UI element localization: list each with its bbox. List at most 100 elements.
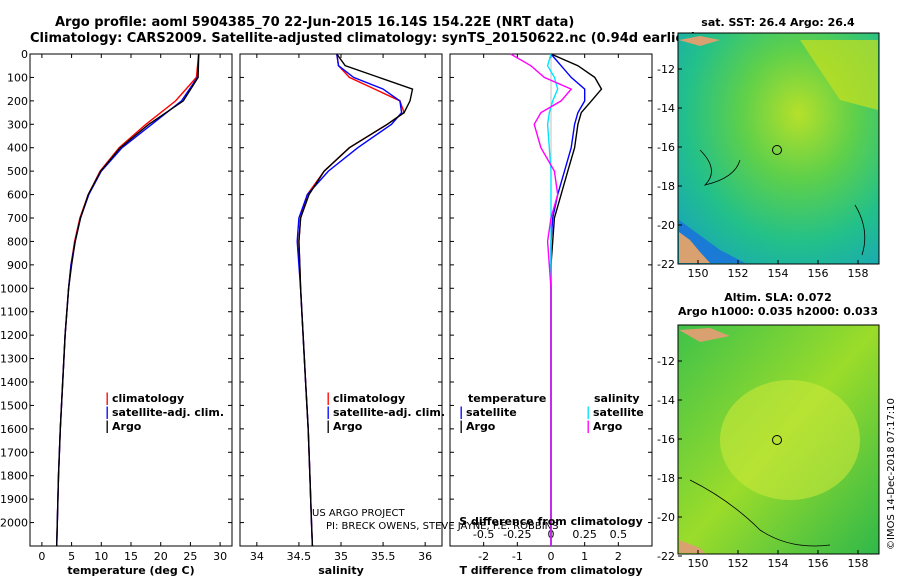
depth-tick-label: 100 [7,71,28,84]
series-line-argo [56,53,200,547]
map-x-tick-label: 150 [688,267,709,280]
legend-climatology-label: climatology [112,392,184,405]
temperature-legend: | climatology | satellite-adj. clim. | A… [105,391,224,433]
legend-temperature-title: temperature [468,392,546,405]
map-y-tick-label: -18 [657,180,675,193]
series-line-temperature-argo [550,53,603,546]
map-y-tick-label: -14 [657,102,675,115]
temperature-panel: 0 5 10 15 20 25 30 0 100 200 300 400 500 600 700 800 90… [0,48,233,577]
map-y-tick-label: -16 [657,141,675,154]
series-line-salinity-satellite [546,53,559,546]
legend-sal-argo-marker: | [586,419,590,433]
depth-tick-label: 1900 [0,493,28,506]
depth-tick-label: 0 [21,48,28,61]
depth-tick-label: 1000 [0,282,28,295]
legend-sal-satellite-label: satellite [593,406,644,419]
sla-map-title-line1: Altim. SLA: 0.072 [724,291,831,304]
legend-sal-argo-label: Argo [593,420,623,433]
depth-tick-label: 1400 [0,376,28,389]
sla-map-contour [689,479,831,547]
series-line-climatology [298,53,405,547]
map-x-tick-label: 158 [848,557,869,570]
legend-climatology-marker: | [105,391,109,405]
sla-map-land-2 [679,540,705,553]
map-x-tick-label: 156 [808,267,829,280]
series-line-satellite-adj-clim- [296,53,403,547]
legend-argo-marker: | [326,419,330,433]
sst-map-land [679,232,710,263]
depth-tick-label: 1500 [0,399,28,412]
sst-map-panel: sat. SST: 26.4 Argo: 26.4 150 152 154 156 15… [657,16,880,280]
credit-line1: US ARGO PROJECT [312,508,406,519]
x-tick-label: 30 [213,550,227,563]
salinity-axes-frame [239,53,443,547]
x-tick-label: 20 [154,550,168,563]
sst-float-location-marker [772,145,782,155]
sst-map-contour [699,149,741,186]
series-line-salinity-argo [510,53,573,546]
legend-temp-satellite-marker: | [459,405,463,419]
figure-title-line2: Climatology: CARS2009. Satellite-adjuste… [30,31,697,46]
series-line-satellite-adj-clim- [56,53,200,547]
depth-tick-label: 1200 [0,329,28,342]
x-tick-label: -1 [512,550,523,563]
x2-tick-label: -0.5 [473,528,494,541]
imos-watermark: ©IMOS 14-Dec-2018 07:17:10 [886,398,897,550]
x-tick-label: 2 [615,550,622,563]
x2-tick-label: 0.5 [610,528,628,541]
difference-panel: -2 -1 0 1 2 -0.5 -0.25 0 0.25 0.5 S difference f… [449,53,653,577]
legend-sal-satellite-marker: | [586,405,590,419]
legend-satellite-label: satellite-adj. clim. [112,406,224,419]
difference-legend: temperature salinity | satellite | Argo … [459,392,644,433]
map-y-tick-label: -12 [657,355,675,368]
map-y-tick-label: -20 [657,219,675,232]
legend-satellite-marker: | [105,405,109,419]
depth-tick-label: 600 [7,189,28,202]
temperature-axis-label: temperature (deg C) [67,564,194,577]
map-x-tick-label: 150 [688,557,709,570]
salinity-panel: 34 34.5 35 35.5 36 salinity | climatology | … [239,53,559,577]
map-x-tick-label: 152 [728,267,749,280]
depth-tick-label: 400 [7,142,28,155]
series-line-climatology [56,53,200,547]
salinity-legend: | climatology | satellite-adj. clim. | A… [326,391,445,433]
map-y-tick-label: -22 [657,550,675,563]
series-line-temperature-satellite [550,53,586,546]
depth-tick-label: 700 [7,212,28,225]
legend-argo-marker: | [105,419,109,433]
depth-tick-label: 1600 [0,423,28,436]
x2-tick-label: 0.25 [572,528,597,541]
legend-temp-argo-marker: | [459,419,463,433]
map-x-tick-label: 152 [728,557,749,570]
s-difference-axis-label: S difference from climatology [459,515,643,528]
depth-tick-label: 1800 [0,470,28,483]
salinity-axis-label: salinity [318,564,364,577]
sla-map-panel: Altim. SLA: 0.072 Argo h1000: 0.035 h200… [657,291,880,570]
x-tick-label: 5 [68,550,75,563]
x-tick-label: 10 [94,550,108,563]
depth-tick-label: 300 [7,118,28,131]
x-tick-label: -2 [478,550,489,563]
depth-tick-label: 800 [7,235,28,248]
legend-satellite-label: satellite-adj. clim. [333,406,445,419]
map-y-tick-label: -20 [657,511,675,524]
sst-map-warm-patch [800,40,878,110]
x-tick-label: 34 [250,550,264,563]
legend-argo-label: Argo [112,420,142,433]
map-x-tick-label: 156 [808,557,829,570]
t-difference-axis-label: T difference from climatology [459,564,642,577]
x-tick-label: 0 [548,550,555,563]
x-tick-label: 0 [38,550,45,563]
depth-tick-label: 1700 [0,446,28,459]
sst-map-title: sat. SST: 26.4 Argo: 26.4 [701,16,855,29]
legend-temp-satellite-label: satellite [466,406,517,419]
x-tick-label: 34.5 [287,550,312,563]
series-line-argo [298,53,414,547]
map-x-tick-label: 158 [848,267,869,280]
credit-line2: PI: BRECK OWENS, STEVE JAYNE, P.E. ROBBI… [326,521,559,532]
legend-temp-argo-label: Argo [466,420,496,433]
x2-tick-label: -0.25 [503,528,531,541]
x-tick-label: 35.5 [371,550,396,563]
depth-tick-label: 900 [7,259,28,272]
sla-map-high-patch [720,380,860,500]
